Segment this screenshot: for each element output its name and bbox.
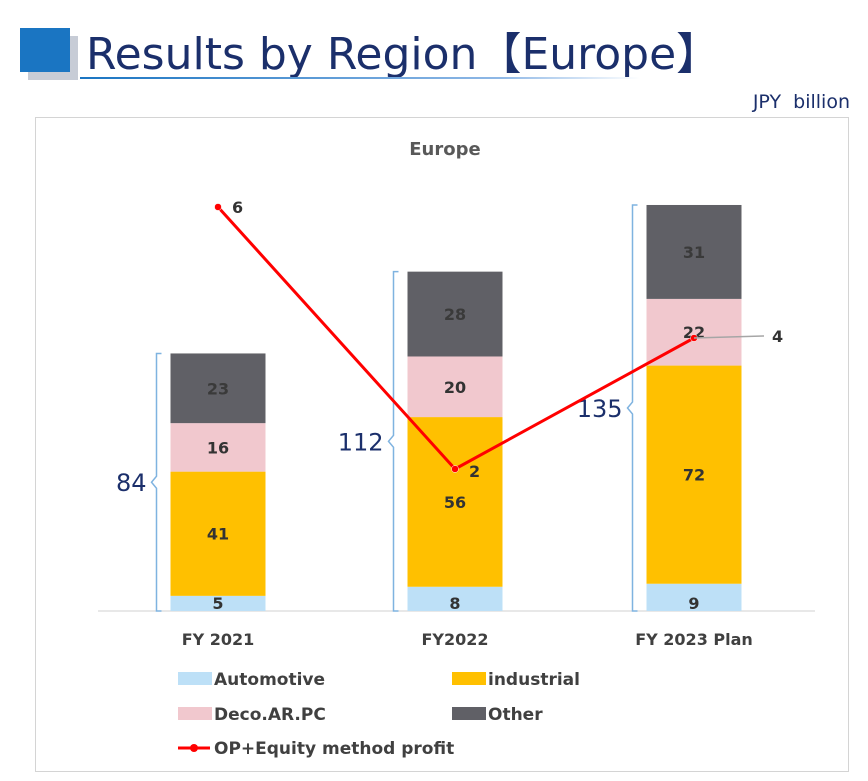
line-label-2: 4: [772, 327, 783, 346]
legend-label-deco: Deco.AR.PC: [214, 705, 326, 725]
data-label-industrial-2: 72: [683, 466, 705, 485]
line-label-0: 6: [232, 198, 243, 217]
bar-automotive-1: [407, 586, 503, 611]
total-label-1: 112: [338, 428, 384, 456]
data-label-deco-1: 20: [444, 378, 466, 397]
line-point-0: [214, 203, 222, 211]
x-tick-label-0: FY 2021: [182, 630, 255, 649]
data-label-other-1: 28: [444, 305, 466, 324]
data-label-deco-0: 16: [207, 438, 229, 457]
total-bracket-2: [626, 204, 638, 612]
legend-line-marker: [190, 744, 198, 752]
data-label-industrial-0: 41: [207, 525, 229, 544]
data-label-automotive-1: 8: [449, 594, 460, 613]
data-label-industrial-1: 56: [444, 493, 466, 512]
x-tick-label-1: FY2022: [421, 630, 488, 649]
data-label-automotive-2: 9: [688, 594, 699, 613]
legend-label-op-equity: OP+Equity method profit: [214, 739, 454, 759]
bar-other-0: [170, 353, 266, 424]
data-label-other-2: 31: [683, 243, 705, 262]
bar-other-2: [646, 204, 742, 299]
total-label-0: 84: [116, 469, 147, 497]
chart-title: Europe: [409, 139, 480, 160]
slide-header: Results by Region【Europe】: [0, 0, 868, 90]
bar-deco-0: [170, 423, 266, 472]
chart-frame: [35, 117, 849, 772]
bar-industrial-0: [170, 471, 266, 596]
bar-automotive-0: [170, 595, 266, 611]
legend-swatch-industrial: [452, 672, 486, 685]
title-square: [20, 28, 70, 72]
line-label-1: 2: [469, 462, 480, 481]
data-label-automotive-0: 5: [212, 594, 223, 613]
legend-label-industrial: industrial: [488, 670, 580, 690]
x-tick-label-2: FY 2023 Plan: [635, 630, 753, 649]
title-underline: [80, 77, 640, 79]
legend-label-other: Other: [488, 705, 543, 725]
bar-industrial-1: [407, 417, 503, 587]
line-label-leader: [693, 335, 765, 339]
bar-automotive-2: [646, 583, 742, 611]
legend-swatch-other: [452, 707, 486, 720]
bar-deco-1: [407, 356, 503, 418]
slide-title: Results by Region【Europe】: [86, 29, 721, 80]
bar-other-1: [407, 271, 503, 357]
total-bracket-1: [387, 270, 399, 612]
total-bracket-0: [150, 352, 162, 612]
unit-label: JPY billion: [752, 91, 850, 113]
bar-industrial-2: [646, 365, 742, 584]
legend-label-automotive: Automotive: [214, 670, 325, 690]
legend-swatch-automotive: [178, 672, 212, 685]
legend-swatch-deco: [178, 707, 212, 720]
line-point-1: [451, 465, 459, 473]
data-label-other-0: 23: [207, 379, 229, 398]
